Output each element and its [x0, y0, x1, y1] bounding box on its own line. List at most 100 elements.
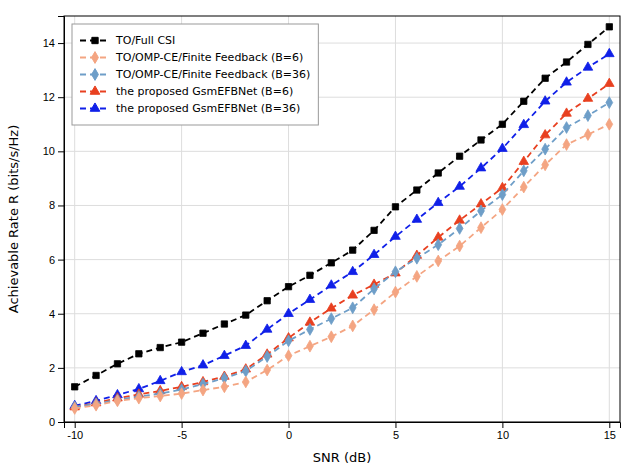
tick-label: 15 [604, 429, 616, 441]
point [585, 110, 592, 122]
tick-label: 0 [286, 429, 292, 441]
point [114, 361, 120, 367]
point [305, 294, 315, 302]
tick-mark [58, 368, 64, 369]
point [155, 375, 165, 383]
tick-mark [395, 422, 396, 428]
tick-mark [502, 422, 503, 428]
point [157, 390, 164, 402]
grid-line-y [64, 205, 620, 206]
point [583, 62, 593, 70]
point [455, 181, 465, 189]
point [177, 366, 187, 374]
point [72, 384, 78, 390]
point [520, 165, 527, 177]
tick: 10 [497, 422, 509, 441]
point [262, 324, 272, 332]
point [350, 247, 356, 253]
point [540, 130, 550, 138]
tick: 10 [43, 145, 64, 157]
axis-line [65, 423, 621, 429]
tick: 15 [604, 422, 616, 441]
legend-label: the proposed GsmEFBNet (B=6) [116, 85, 293, 98]
tick-label: -10 [67, 429, 83, 441]
y-axis: 02468101214 [43, 17, 65, 429]
tick-mark [609, 422, 610, 428]
point [435, 239, 442, 251]
tick-label: -5 [177, 429, 187, 441]
legend-marker [90, 103, 100, 111]
point [605, 78, 615, 86]
point [93, 372, 99, 378]
point [499, 121, 505, 127]
point [135, 392, 142, 404]
marks [70, 24, 614, 415]
tick: -10 [67, 422, 83, 441]
grid-line-y [64, 151, 620, 152]
point [348, 266, 358, 274]
x-axis-title: SNR (dB) [313, 450, 371, 465]
point [585, 129, 592, 141]
point [198, 360, 208, 368]
tick-label: 2 [49, 362, 55, 374]
point [435, 255, 442, 267]
point [371, 304, 378, 316]
point [521, 98, 527, 104]
tick: 5 [393, 422, 399, 441]
point [392, 266, 399, 278]
grid-line-y [64, 313, 620, 314]
point [307, 340, 314, 352]
tick-mark [58, 205, 64, 206]
grid [64, 16, 620, 422]
series-line [75, 54, 610, 406]
tick-mark [58, 43, 64, 44]
tick: 6 [49, 254, 64, 266]
point [307, 324, 314, 336]
point [563, 122, 570, 134]
grid-line-x [609, 16, 610, 422]
point [563, 59, 569, 65]
tick-mark [58, 260, 64, 261]
point [242, 365, 249, 377]
point [328, 313, 335, 325]
tick: 12 [43, 91, 64, 103]
tick: 2 [49, 362, 64, 374]
point [414, 187, 420, 193]
point [328, 331, 335, 343]
tick-label: 5 [393, 429, 399, 441]
legend-box [72, 24, 318, 125]
point [178, 339, 184, 345]
point [583, 93, 593, 101]
series-line [75, 124, 610, 408]
point [241, 340, 251, 348]
series-line [75, 103, 610, 408]
tick-mark [289, 422, 290, 428]
point [71, 403, 78, 415]
point [606, 118, 613, 130]
tick: 8 [49, 199, 64, 211]
point [499, 204, 506, 216]
tick-mark [58, 422, 64, 423]
point [456, 153, 462, 159]
point [456, 240, 463, 252]
legend-item: TO/OMP-CE/Finite Feedback (B=36) [80, 68, 310, 81]
point [264, 351, 271, 363]
point [478, 137, 484, 143]
point [200, 330, 206, 336]
legend-label: TO/OMP-CE/Finite Feedback (B=36) [115, 68, 310, 81]
legend-label: TO/OMP-CE/Finite Feedback (B=6) [115, 51, 303, 64]
point [349, 302, 356, 314]
axis-line [58, 17, 65, 423]
point [562, 77, 572, 85]
point [264, 364, 271, 376]
point [221, 321, 227, 327]
point [412, 214, 422, 222]
point [327, 303, 337, 311]
point [519, 119, 529, 127]
tick-label: 0 [49, 416, 55, 428]
point [220, 350, 230, 358]
point [200, 384, 207, 396]
point [221, 381, 228, 393]
point [478, 205, 485, 217]
point [562, 108, 572, 116]
